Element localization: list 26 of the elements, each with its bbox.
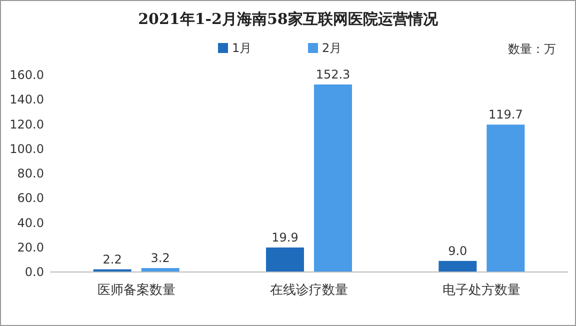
chart-title: 2021年1-2月海南58家互联网医院运营情况 <box>138 10 439 28</box>
data-label: 152.3 <box>316 67 350 82</box>
bar <box>266 248 304 272</box>
x-tick-label: 电子处方数量 <box>442 282 521 298</box>
y-tick-label: 80.0 <box>17 166 44 180</box>
bar <box>314 84 352 272</box>
data-label: 19.9 <box>272 230 298 244</box>
x-tick-label: 医师备案数量 <box>97 282 176 298</box>
y-tick-label: 160.0 <box>10 68 44 82</box>
y-tick-label: 100.0 <box>10 142 44 156</box>
y-tick-label: 120.0 <box>10 117 44 132</box>
x-tick-label: 在线诊疗数量 <box>270 283 348 298</box>
bar <box>486 124 525 272</box>
y-tick-label: 40.0 <box>17 216 44 230</box>
y-tick-label: 140.0 <box>10 92 44 107</box>
text: 数量：万 <box>508 42 556 56</box>
data-label: 9.0 <box>448 244 468 258</box>
legend-label: 1月 <box>232 41 252 55</box>
data-label: 2.2 <box>102 252 122 266</box>
y-tick-label: 0.0 <box>24 265 44 279</box>
data-label: 3.2 <box>150 251 170 266</box>
y-tick-label: 60.0 <box>17 191 44 206</box>
legend-label: 2月 <box>322 41 342 55</box>
data-label: 119.7 <box>488 108 523 122</box>
y-tick-label: 20.0 <box>17 240 44 254</box>
bar <box>438 260 477 272</box>
